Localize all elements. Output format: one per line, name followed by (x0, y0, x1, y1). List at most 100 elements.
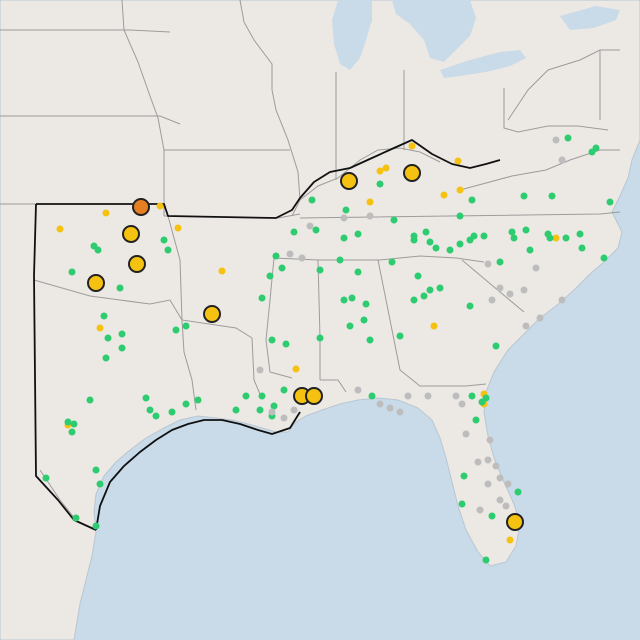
site-marker-gray[interactable] (496, 284, 504, 292)
site-marker-green[interactable] (376, 180, 384, 188)
site-marker-green[interactable] (472, 416, 480, 424)
site-marker-green[interactable] (388, 258, 396, 266)
site-marker-green[interactable] (70, 420, 78, 428)
site-marker-green[interactable] (456, 212, 464, 220)
site-marker-green[interactable] (508, 228, 516, 236)
site-marker-yellow-large[interactable] (122, 225, 140, 243)
site-marker-gray[interactable] (474, 458, 482, 466)
site-marker-green[interactable] (308, 196, 316, 204)
site-marker-gray[interactable] (502, 502, 510, 510)
site-marker-green[interactable] (172, 326, 180, 334)
site-marker-yellow[interactable] (292, 365, 300, 373)
site-marker-green[interactable] (242, 392, 250, 400)
site-marker-green[interactable] (420, 292, 428, 300)
site-marker-yellow[interactable] (456, 186, 464, 194)
site-marker-gray[interactable] (552, 136, 560, 144)
site-marker-green[interactable] (152, 412, 160, 420)
site-marker-green[interactable] (100, 312, 108, 320)
site-marker-yellow[interactable] (174, 224, 182, 232)
site-marker-gray[interactable] (496, 474, 504, 482)
site-marker-green[interactable] (446, 246, 454, 254)
site-marker-gray[interactable] (424, 392, 432, 400)
site-marker-gray[interactable] (522, 322, 530, 330)
site-marker-green[interactable] (466, 302, 474, 310)
site-marker-green[interactable] (348, 294, 356, 302)
site-marker-green[interactable] (280, 386, 288, 394)
site-marker-green[interactable] (354, 268, 362, 276)
site-marker-green[interactable] (270, 402, 278, 410)
site-marker-gray[interactable] (488, 296, 496, 304)
site-marker-green[interactable] (564, 134, 572, 142)
site-marker-green[interactable] (432, 244, 440, 252)
site-marker-gray[interactable] (290, 406, 298, 414)
site-marker-gray[interactable] (386, 404, 394, 412)
site-marker-yellow[interactable] (506, 536, 514, 544)
site-marker-gray[interactable] (484, 456, 492, 464)
site-marker-green[interactable] (42, 474, 50, 482)
site-marker-gray[interactable] (476, 506, 484, 514)
site-marker-green[interactable] (410, 296, 418, 304)
site-marker-green[interactable] (496, 258, 504, 266)
site-marker-yellow[interactable] (376, 167, 384, 175)
site-marker-yellow-large[interactable] (340, 172, 358, 190)
site-marker-green[interactable] (182, 322, 190, 330)
site-marker-green[interactable] (278, 264, 286, 272)
site-marker-yellow-large[interactable] (506, 513, 524, 531)
site-marker-yellow-large[interactable] (305, 387, 323, 405)
site-marker-green[interactable] (526, 246, 534, 254)
site-marker-gray[interactable] (462, 430, 470, 438)
site-marker-green[interactable] (470, 232, 478, 240)
site-marker-green[interactable] (146, 406, 154, 414)
site-marker-green[interactable] (164, 246, 172, 254)
site-marker-green[interactable] (68, 268, 76, 276)
site-marker-gray[interactable] (496, 496, 504, 504)
site-marker-green[interactable] (340, 296, 348, 304)
site-marker-yellow-large[interactable] (403, 164, 421, 182)
site-marker-gray[interactable] (504, 480, 512, 488)
site-marker-gray[interactable] (506, 290, 514, 298)
site-marker-green[interactable] (194, 396, 202, 404)
site-marker-green[interactable] (256, 406, 264, 414)
site-marker-gray[interactable] (354, 386, 362, 394)
site-marker-green[interactable] (96, 480, 104, 488)
site-marker-green[interactable] (118, 330, 126, 338)
site-marker-gray[interactable] (520, 286, 528, 294)
site-marker-yellow[interactable] (96, 324, 104, 332)
site-marker-green[interactable] (282, 340, 290, 348)
site-marker-green[interactable] (546, 234, 554, 242)
site-marker-green[interactable] (456, 240, 464, 248)
site-marker-green[interactable] (396, 332, 404, 340)
site-marker-yellow-large[interactable] (203, 305, 221, 323)
site-marker-green[interactable] (578, 244, 586, 252)
site-marker-gray[interactable] (558, 156, 566, 164)
site-marker-green[interactable] (492, 342, 500, 350)
site-marker-green[interactable] (232, 406, 240, 414)
site-marker-green[interactable] (482, 394, 490, 402)
site-marker-gray[interactable] (340, 214, 348, 222)
site-marker-gray[interactable] (486, 436, 494, 444)
site-marker-gray[interactable] (376, 400, 384, 408)
site-marker-green[interactable] (354, 230, 362, 238)
site-marker-gray[interactable] (366, 212, 374, 220)
site-marker-gray[interactable] (268, 408, 276, 416)
site-marker-green[interactable] (266, 272, 274, 280)
site-marker-yellow[interactable] (440, 191, 448, 199)
site-marker-green[interactable] (522, 226, 530, 234)
site-marker-green[interactable] (316, 334, 324, 342)
site-marker-green[interactable] (520, 192, 528, 200)
site-marker-green[interactable] (426, 238, 434, 246)
site-marker-green[interactable] (436, 284, 444, 292)
site-marker-green[interactable] (426, 286, 434, 294)
site-marker-green[interactable] (488, 512, 496, 520)
site-marker-gray[interactable] (404, 392, 412, 400)
site-marker-green[interactable] (258, 392, 266, 400)
site-marker-green[interactable] (346, 322, 354, 330)
site-marker-gray[interactable] (536, 314, 544, 322)
site-marker-yellow[interactable] (430, 322, 438, 330)
site-marker-green[interactable] (606, 198, 614, 206)
site-marker-gray[interactable] (492, 462, 500, 470)
site-marker-green[interactable] (482, 556, 490, 564)
site-marker-yellow[interactable] (382, 164, 390, 172)
